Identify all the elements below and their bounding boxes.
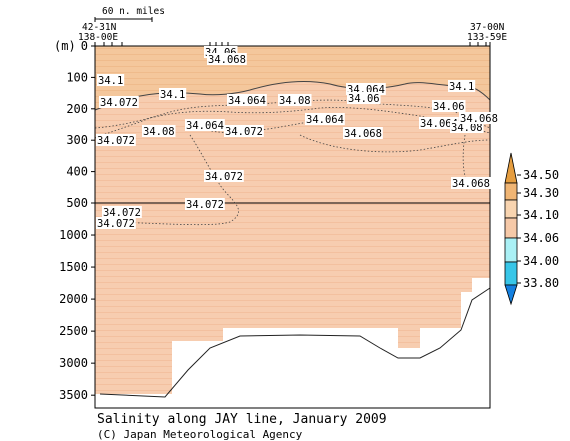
contour-label: 34.072 (100, 97, 138, 109)
contour-label: 34.072 (103, 207, 141, 219)
contour-label-bg (459, 112, 499, 124)
colorbar-label: 34.00 (523, 254, 559, 268)
colorbar-label: 34.10 (523, 208, 559, 222)
end-lon: 133-59E (467, 32, 507, 43)
y-tick-label: 1500 (59, 260, 88, 274)
contour-label-bg (227, 94, 267, 106)
contour-label-bg (96, 134, 136, 146)
contour-label: 34.068 (208, 54, 246, 66)
contour-label: 34.072 (186, 199, 224, 211)
contour-label: 34.072 (225, 126, 263, 138)
contour-label-bg (343, 127, 383, 139)
y-axis-unit: (m) (54, 39, 76, 53)
contour-label-bg (347, 92, 381, 104)
chart-caption: Salinity along JAY line, January 2009 (97, 412, 387, 427)
contour-label-bg (142, 125, 176, 137)
y-tick-label: 1000 (59, 228, 88, 242)
start-lat: 42-31N (82, 22, 117, 33)
plot-frame (94, 45, 491, 409)
colorbar-segment (504, 237, 518, 263)
contour-label: 34.08 (451, 122, 483, 134)
contour-label: 34.068 (452, 178, 490, 190)
contour-label-bg (185, 198, 225, 210)
contour-label-bg (305, 113, 345, 125)
contour-label: 34.072 (205, 171, 243, 183)
contour-label-bg (185, 119, 225, 131)
contour-label-bg (96, 217, 136, 229)
y-tick-label: 500 (66, 196, 88, 210)
y-tick-label: 100 (66, 70, 88, 84)
start-lon: 138-00E (78, 32, 118, 43)
contour-label-bg (159, 88, 187, 100)
contour-label-bg (419, 117, 459, 129)
y-tick-label: 400 (66, 165, 88, 179)
contour-label: 34.06 (433, 101, 465, 113)
y-tick-label: 2500 (59, 324, 88, 338)
contour-label-bg (204, 170, 244, 182)
contour-label-bg (278, 94, 312, 106)
contour-label: 34.08 (279, 95, 311, 107)
contour-label-bg (448, 80, 476, 92)
y-tick-label: 2000 (59, 292, 88, 306)
contour-label-bg (207, 53, 247, 65)
contour-label: 34.064 (306, 114, 344, 126)
distance-scale: 60 n. miles (94, 6, 165, 22)
credit-text: (C) Japan Meteorological Agency (97, 428, 303, 441)
contour-label-bg (432, 100, 466, 112)
colorbar-segment (504, 261, 518, 286)
contour-label: 34.072 (97, 135, 135, 147)
contour-label: 34.064 (186, 120, 224, 132)
contour-label-bg (451, 177, 491, 189)
seafloor-profile (99, 287, 491, 398)
contour-label: 34.08 (143, 126, 175, 138)
colorbar-label: 34.06 (523, 231, 559, 245)
contour-label: 34.068 (344, 128, 382, 140)
y-tick-label: 200 (66, 102, 88, 116)
colorbar-segment (504, 217, 518, 239)
contour-label: 34.072 (97, 218, 135, 230)
colorbar: 34.50 34.30 34.10 34.06 34.00 33.80 (504, 152, 559, 306)
colorbar-label: 34.30 (523, 186, 559, 200)
seafloor (95, 278, 490, 409)
contour-label: 34.064 (228, 95, 266, 107)
y-tick-label: 3000 (59, 356, 88, 370)
contour-label: 34.06 (348, 93, 380, 105)
contour-label-bg (97, 74, 125, 86)
y-tick-label: 0 (81, 39, 88, 53)
colorbar-label: 34.50 (523, 168, 559, 182)
colorbar-segment (504, 152, 518, 184)
y-axis-ticks: 0 100 200 300 400 500 1000 1500 2000 2500 3000 3500 (59, 39, 95, 402)
colorbar-segment (504, 182, 518, 201)
contour-label-bg (224, 125, 264, 137)
y-tick-label: 3500 (59, 388, 88, 402)
contour-label-bg (99, 96, 139, 108)
scale-label: 60 n. miles (102, 6, 165, 17)
contour-label: 34.068 (460, 113, 498, 125)
contour-label: 34.1 (98, 75, 123, 87)
colorbar-label: 33.80 (523, 276, 559, 290)
colorbar-segment (504, 199, 518, 219)
station-ticks (94, 42, 491, 46)
contour-labels: 34.0634.06834.134.06434.06434.0834.0634.… (96, 46, 499, 230)
contour-label-bg (102, 206, 142, 218)
contour-label: 34.1 (449, 81, 474, 93)
colorbar-segment (504, 284, 518, 306)
contour-label: 34.1 (160, 89, 185, 101)
y-tick-label: 300 (66, 133, 88, 147)
contour-label: 34.064 (420, 118, 458, 130)
end-lat: 37-00N (470, 22, 505, 33)
